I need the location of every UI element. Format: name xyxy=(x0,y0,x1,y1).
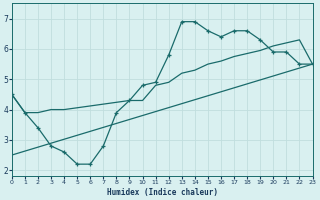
X-axis label: Humidex (Indice chaleur): Humidex (Indice chaleur) xyxy=(107,188,218,197)
